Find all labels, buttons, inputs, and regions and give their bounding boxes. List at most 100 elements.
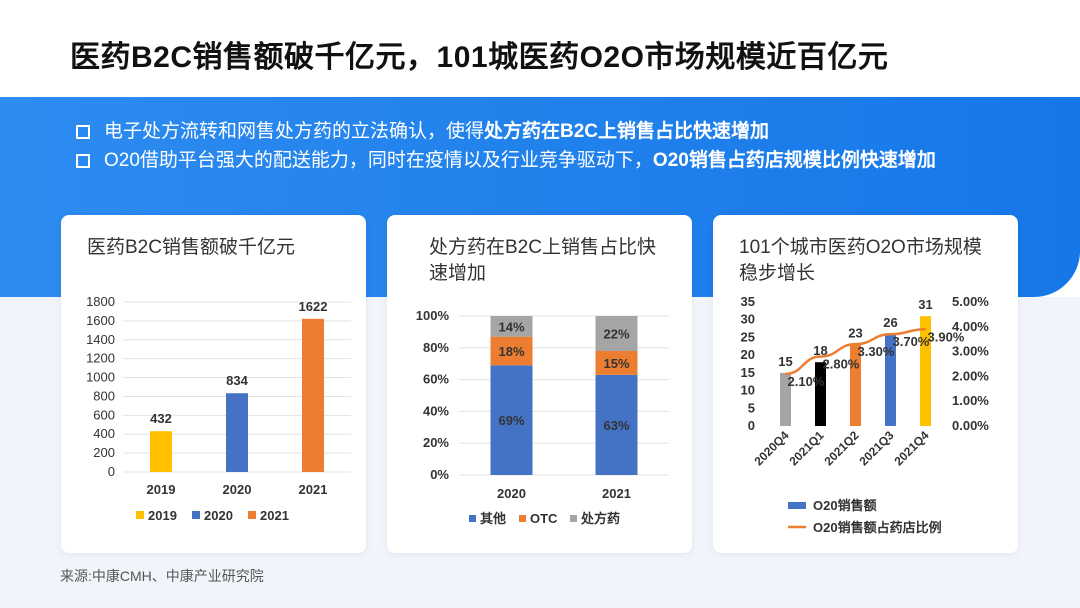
chart-card-b2c-sales: 医药B2C销售额破千亿元 0 200 400 600 800 1000 1200 1400 16… (61, 215, 366, 553)
b2c-sales-bar-chart: 0 200 400 600 800 1000 1200 1400 1600 1800 432 2019… (86, 294, 351, 523)
segment-OTC (490, 336, 533, 366)
chart-title: 处方药在B2C上销售占比快速增加 (429, 237, 656, 284)
legend-label: 2020 (204, 508, 233, 523)
y-tick-label-left: 35 (741, 294, 755, 309)
y-tick-label: 100% (416, 308, 450, 323)
y-tick-label: 200 (93, 445, 115, 460)
bullet-highlight: O20销售占药店规模比例快速增加 (652, 150, 936, 171)
legend-swatch (469, 515, 476, 522)
y-tick-label-left: 15 (741, 365, 755, 380)
chart-card-o2o-market: 101个城市医药O2O市场规模稳步增长 0 5 10 15 20 25 30 35 0.00% 1… (713, 215, 1018, 553)
legend-label: 处方药 (580, 511, 620, 526)
y-tick-label: 1200 (86, 351, 115, 366)
segment-处方药 (490, 316, 533, 337)
bar-2020Q4 (780, 372, 791, 426)
legend-label: O20销售额 (813, 498, 877, 513)
y-tick-label: 0% (430, 467, 449, 482)
x-tick-label: 2019 (147, 482, 176, 497)
y-tick-label-left: 30 (741, 312, 755, 327)
bullet-item-1: 电子处方流转和网售处方药的立法确认，使得处方药在B2C上销售占比快速增加 (74, 118, 1054, 146)
line-value-label: 3.30% (858, 344, 895, 359)
chart-title: 101个城市医药O2O市场规模稳步增长 (739, 237, 982, 284)
y-tick-label-left: 25 (741, 329, 755, 344)
legend-swatch (519, 515, 526, 522)
y-tick-label: 20% (423, 435, 449, 450)
y-tick-label: 800 (93, 388, 115, 403)
y-tick-label: 600 (93, 407, 115, 422)
legend-label: 其他 (480, 511, 506, 526)
legend-label: O20销售额占药店比例 (813, 520, 942, 535)
y-tick-label-right: 5.00% (952, 294, 989, 309)
bar-2021Q4 (920, 316, 931, 426)
bar-value-label: 23 (848, 326, 862, 341)
square-bullet-icon (76, 154, 90, 168)
y-tick-label-left: 0 (748, 418, 755, 433)
y-tick-label-left: 5 (748, 400, 755, 415)
segment-OTC (595, 350, 638, 375)
bullet-text: O20借助平台强大的配送能力，同时在疫情以及行业竞争驱动下， (104, 150, 653, 171)
legend-swatch (570, 515, 577, 522)
page-title: 医药B2C销售额破千亿元，101城医药O2O市场规模近百亿元 (70, 41, 889, 74)
y-tick-label-right: 3.00% (952, 344, 989, 359)
legend-swatch (136, 511, 144, 519)
y-tick-label-right: 0.00% (952, 418, 989, 433)
x-tick-label: 2021 (299, 482, 328, 497)
x-tick-label: 2021Q2 (822, 428, 862, 468)
legend-label: OTC (530, 511, 558, 526)
bar-value-label: 834 (226, 373, 248, 388)
bar-2021 (302, 318, 324, 472)
line-O20销售额占药店比例 (785, 328, 926, 376)
x-tick-label: 2021 (602, 486, 631, 501)
y-tick-label: 1600 (86, 313, 115, 328)
bar-value-label: 31 (918, 297, 932, 312)
x-tick-label: 2021Q1 (787, 428, 827, 468)
bullet-list: 电子处方流转和网售处方药的立法确认，使得处方药在B2C上销售占比快速增加 O20… (74, 118, 1054, 176)
y-tick-label: 80% (423, 340, 449, 355)
chart-card-prescription-share: 处方药在B2C上销售占比快速增加 0% 20% 40% 60% 80% 100% 69% 18… (387, 215, 692, 553)
segment-其他 (595, 374, 638, 475)
o2o-market-combo-chart: 0 5 10 15 20 25 30 35 0.00% 1.00% 2.00% 3.00% 4.00% 5… (741, 294, 990, 535)
legend-swatch (192, 511, 200, 519)
y-tick-label-right: 1.00% (952, 393, 989, 408)
line-value-label: 3.90% (928, 329, 965, 344)
prescription-share-stacked-chart: 0% 20% 40% 60% 80% 100% 69% 18% 14% 2020 63% 15% 22%… (416, 308, 669, 526)
x-tick-label: 2020 (223, 482, 252, 497)
legend-swatch (248, 511, 256, 519)
y-tick-label-left: 10 (741, 383, 755, 398)
y-tick-label-right: 2.00% (952, 368, 989, 383)
y-tick-label-left: 20 (741, 347, 755, 362)
y-tick-label: 1800 (86, 294, 115, 309)
legend-swatch (788, 502, 806, 509)
segment-label: 22% (603, 326, 629, 341)
bar-value-label: 1622 (299, 299, 328, 314)
y-tick-label: 400 (93, 426, 115, 441)
segment-处方药 (595, 316, 638, 351)
legend-label: 2021 (260, 508, 289, 523)
line-value-label: 2.10% (788, 374, 825, 389)
bar-2021Q2 (850, 344, 861, 426)
chart-title: 医药B2C销售额破千亿元 (87, 237, 295, 258)
segment-label: 63% (603, 418, 629, 433)
x-tick-label: 2020 (497, 486, 526, 501)
segment-label: 18% (498, 344, 524, 359)
x-tick-label: 2021Q3 (857, 428, 897, 468)
bar-2021Q1 (815, 362, 826, 426)
segment-其他 (490, 365, 533, 475)
bar-2019 (150, 431, 172, 472)
bar-value-label: 26 (883, 315, 897, 330)
y-tick-label: 1000 (86, 370, 115, 385)
bullet-text: 电子处方流转和网售处方药的立法确认，使得 (104, 121, 485, 142)
square-bullet-icon (76, 125, 90, 139)
y-tick-label-right: 4.00% (952, 319, 989, 334)
y-tick-label: 0 (108, 464, 115, 479)
bar-value-label: 432 (150, 411, 172, 426)
line-value-label: 3.70% (893, 334, 930, 349)
bullet-highlight: 处方药在B2C上销售占比快速增加 (484, 121, 770, 142)
segment-label: 15% (603, 356, 629, 371)
source-note: 来源:中康CMH、中康产业研究院 (60, 568, 264, 584)
x-tick-label: 2021Q4 (892, 428, 932, 468)
bar-2021Q3 (885, 333, 896, 426)
bar-2020 (226, 393, 248, 472)
bar-value-label: 15 (778, 354, 792, 369)
x-tick-label: 2020Q4 (752, 428, 792, 468)
